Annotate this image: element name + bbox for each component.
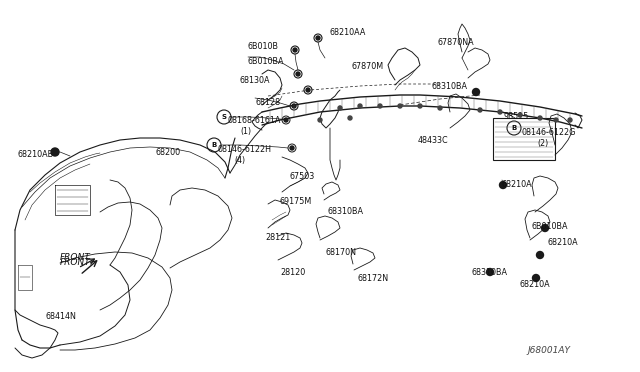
Text: 68310BA: 68310BA (328, 207, 364, 216)
Text: 98515: 98515 (503, 112, 529, 121)
Circle shape (318, 118, 322, 122)
Circle shape (538, 116, 542, 120)
Text: 6B010BA: 6B010BA (531, 222, 568, 231)
Text: 68170N: 68170N (326, 248, 357, 257)
Circle shape (478, 108, 482, 112)
Circle shape (306, 88, 310, 92)
Circle shape (316, 36, 320, 40)
Text: 68200: 68200 (155, 148, 180, 157)
Circle shape (51, 148, 59, 156)
Circle shape (338, 106, 342, 110)
Circle shape (290, 146, 294, 150)
Text: 68210A: 68210A (502, 180, 532, 189)
Circle shape (398, 104, 402, 108)
Circle shape (358, 104, 362, 108)
Circle shape (568, 118, 572, 122)
Circle shape (532, 275, 540, 282)
Text: 68414N: 68414N (45, 312, 76, 321)
Text: 69175M: 69175M (280, 197, 312, 206)
Text: 08146-6122G: 08146-6122G (521, 128, 575, 137)
Circle shape (296, 72, 300, 76)
Text: 48433C: 48433C (418, 136, 449, 145)
Text: 68310BA: 68310BA (432, 82, 468, 91)
Text: 67870NA: 67870NA (437, 38, 474, 47)
Text: (1): (1) (240, 127, 251, 136)
Text: 28121: 28121 (265, 233, 291, 242)
Text: S: S (221, 114, 227, 120)
Text: B: B (511, 125, 516, 131)
Circle shape (518, 113, 522, 117)
Circle shape (284, 118, 288, 122)
Text: J68001AY: J68001AY (527, 346, 570, 355)
Text: 68128: 68128 (255, 98, 280, 107)
Circle shape (293, 48, 297, 52)
Circle shape (499, 182, 506, 189)
Text: (2): (2) (537, 139, 548, 148)
Circle shape (418, 104, 422, 108)
Text: 67503: 67503 (290, 172, 316, 181)
Text: 68310BA: 68310BA (472, 268, 508, 277)
Text: FRONT: FRONT (60, 253, 91, 263)
Text: 08146-6122H: 08146-6122H (218, 145, 272, 154)
Circle shape (498, 110, 502, 114)
Text: (4): (4) (234, 156, 245, 165)
Circle shape (292, 104, 296, 108)
Circle shape (378, 104, 382, 108)
Text: 68210A: 68210A (548, 238, 579, 247)
Text: 68130A: 68130A (240, 76, 271, 85)
Text: 6B010B: 6B010B (248, 42, 279, 51)
Text: 67870M: 67870M (352, 62, 384, 71)
Text: 08168-6161A: 08168-6161A (228, 116, 282, 125)
Circle shape (486, 269, 493, 276)
Circle shape (541, 224, 548, 231)
Text: B: B (211, 142, 216, 148)
Circle shape (554, 118, 558, 122)
Circle shape (536, 251, 543, 259)
Circle shape (438, 106, 442, 110)
Text: 68210AB: 68210AB (18, 150, 54, 159)
Bar (493, 118, 555, 160)
Text: 6B010BA: 6B010BA (248, 57, 285, 66)
Text: 68210AA: 68210AA (330, 28, 366, 37)
Circle shape (472, 89, 479, 96)
Circle shape (348, 116, 352, 120)
Text: FRONT: FRONT (60, 258, 91, 267)
Text: 68172N: 68172N (358, 274, 389, 283)
Text: 68210A: 68210A (519, 280, 550, 289)
Text: 28120: 28120 (280, 268, 305, 277)
